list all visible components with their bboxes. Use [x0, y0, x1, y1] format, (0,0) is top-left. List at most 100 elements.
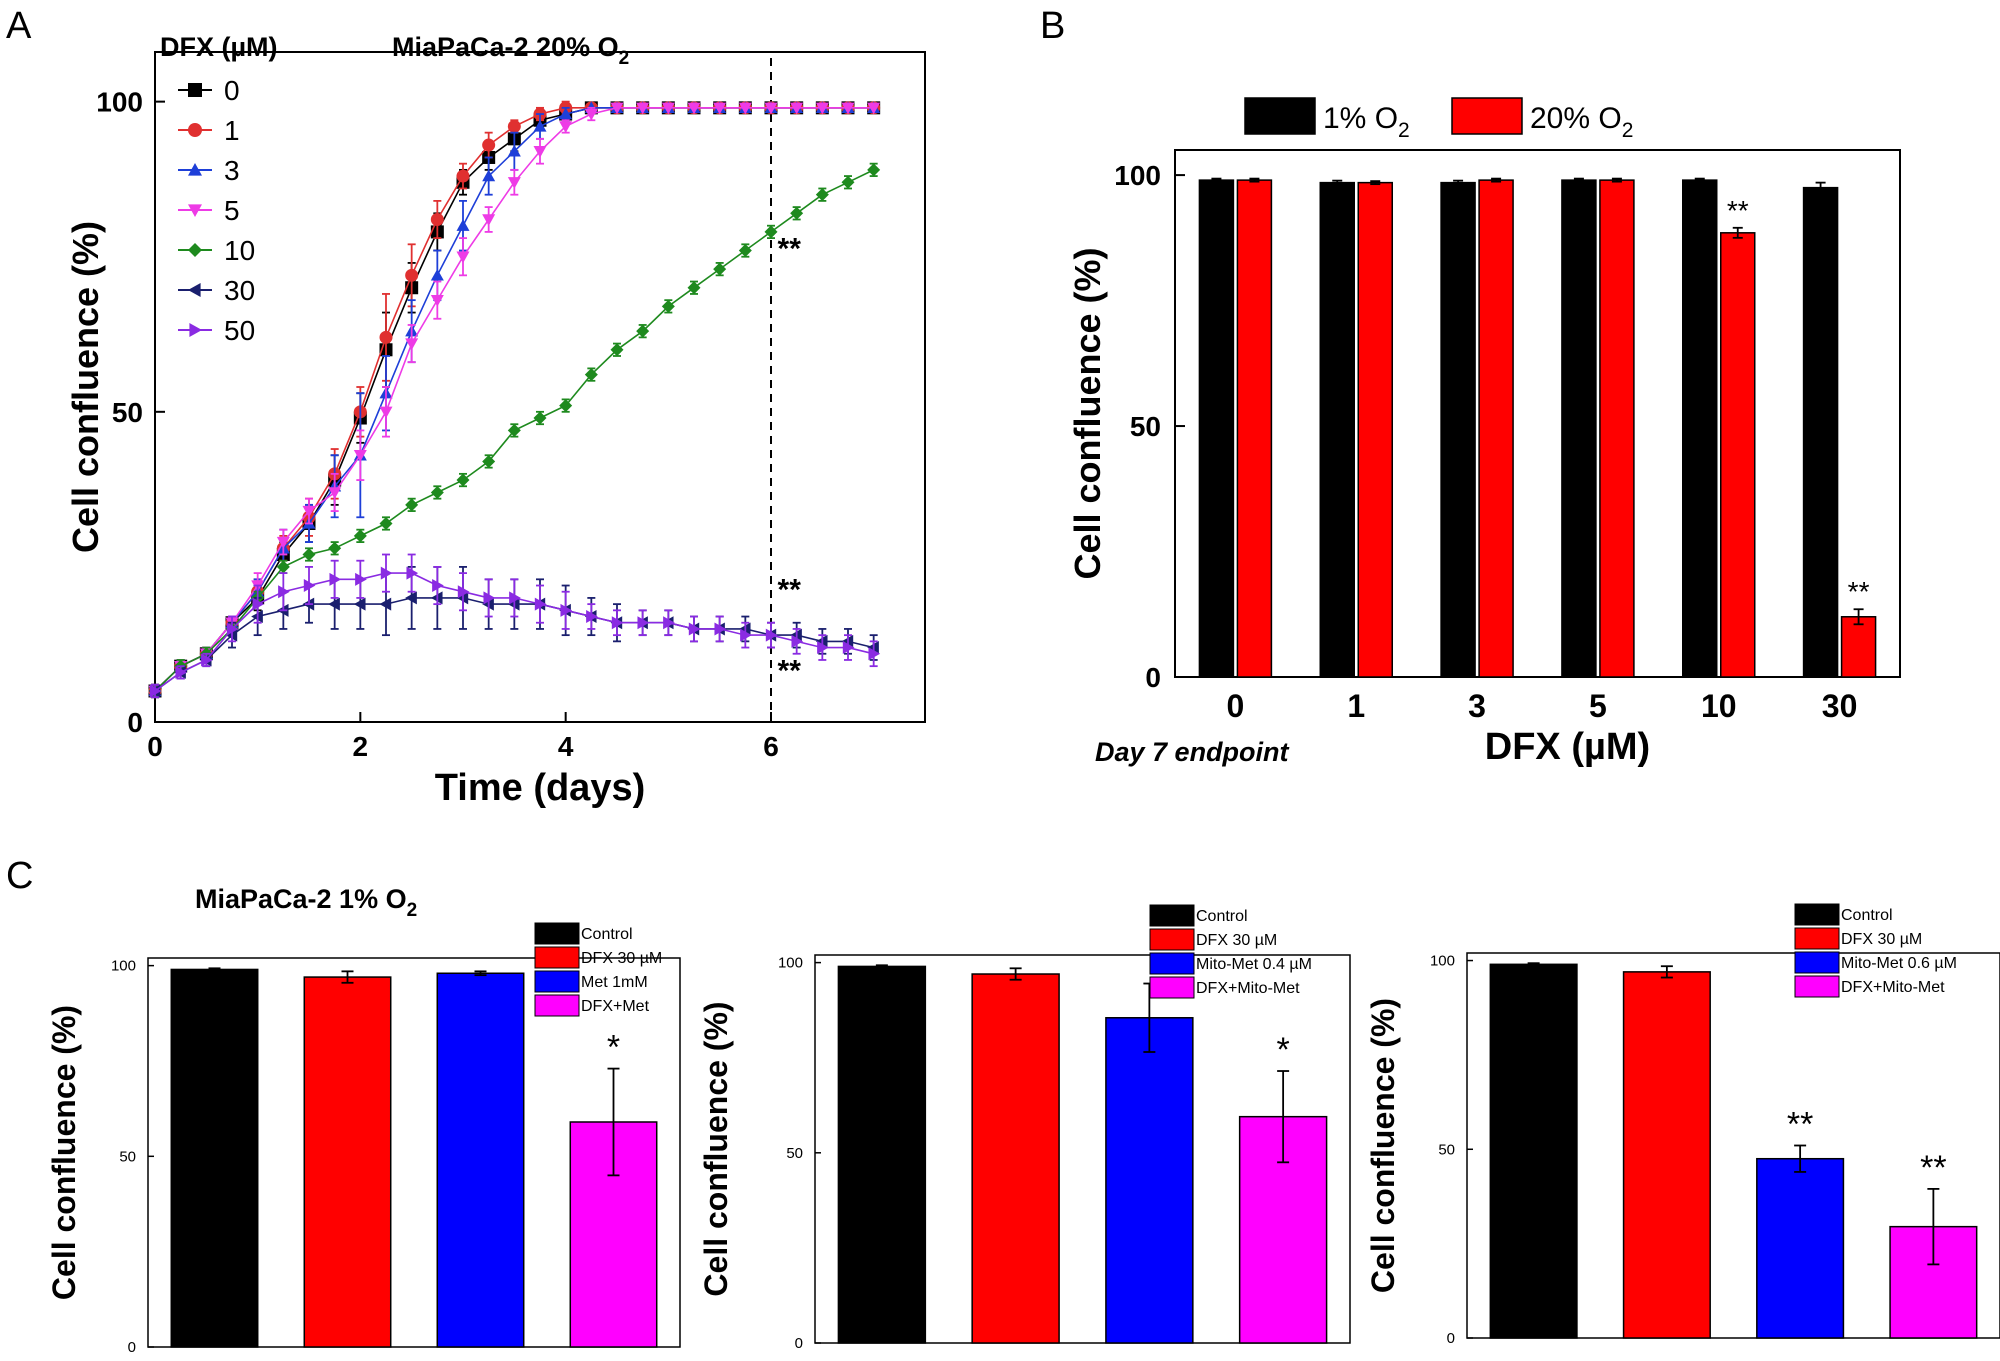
error-bar	[1660, 965, 1673, 979]
data-point	[226, 622, 239, 636]
data-point	[482, 214, 496, 226]
significance-label: *	[1277, 1031, 1290, 1069]
bar	[1720, 232, 1756, 678]
legend-label: Met 1mM	[581, 974, 648, 991]
legend-label: 50	[224, 315, 255, 346]
legend-label: Mito-Met 0.6 µM	[1841, 955, 1957, 972]
legend-label: Mito-Met 0.4 µM	[1196, 956, 1312, 973]
y-tick-label: 50	[786, 1145, 803, 1162]
legend-title: DFX (µM)	[160, 32, 278, 62]
data-point	[328, 487, 342, 499]
legend-swatch	[1794, 951, 1840, 974]
data-point	[456, 473, 470, 487]
data-point	[457, 585, 470, 599]
plot-frame	[1174, 149, 1901, 678]
legend-swatch	[1149, 976, 1195, 999]
error-bar	[1853, 608, 1864, 626]
panel-letter-a: A	[6, 5, 32, 47]
y-tick-label: 100	[778, 955, 803, 972]
data-point	[175, 665, 188, 679]
data-point	[841, 175, 855, 189]
error-bar	[875, 964, 888, 969]
panel-c1-bar-chart: 0 50 100 Cell confluence (%) * Control DFX 30 …	[46, 884, 681, 1356]
x-tick-label: 6	[763, 731, 779, 762]
legend-swatch	[534, 970, 580, 993]
data-point	[687, 102, 701, 115]
data-point	[482, 454, 496, 468]
legend-swatch	[534, 922, 580, 945]
error-bar	[1370, 180, 1381, 186]
data-point	[815, 188, 829, 202]
error-bar	[1927, 1188, 1940, 1266]
error-bar	[1332, 179, 1343, 186]
y-tick-label: 0	[127, 707, 143, 738]
legend-swatch	[534, 994, 580, 1017]
data-point	[380, 566, 393, 580]
error-bar	[1249, 177, 1260, 183]
x-tick-label: 1	[1347, 688, 1365, 724]
legend-label: DFX 30 µM	[1841, 931, 1922, 948]
error-bar	[1009, 967, 1022, 981]
bar	[1357, 181, 1393, 678]
legend-swatch	[1149, 952, 1195, 975]
data-point	[252, 597, 265, 611]
legend-label: 10	[224, 235, 255, 266]
error-bar	[1794, 1144, 1807, 1173]
bar	[1489, 963, 1578, 1339]
data-point	[687, 281, 701, 295]
y-tick-label: 0	[795, 1335, 803, 1352]
data-point	[456, 251, 470, 264]
data-point	[507, 177, 521, 189]
data-point	[661, 102, 675, 115]
data-point	[353, 450, 367, 462]
legend-label: 1% O2	[1323, 102, 1410, 142]
data-point	[276, 536, 290, 549]
data-point	[713, 102, 727, 115]
y-tick-label: 0	[1447, 1330, 1455, 1347]
legend-label: 3	[224, 155, 240, 186]
error-bar	[1527, 962, 1540, 967]
data-point	[430, 485, 444, 499]
data-point	[610, 102, 624, 115]
panel-c3-bar-chart: 0 50 100 Cell confluence (%) ** ** Control DFX …	[1365, 903, 2000, 1347]
panel-letter-c: C	[6, 855, 33, 897]
bar	[1756, 1157, 1845, 1339]
bar	[303, 976, 392, 1348]
data-point	[456, 219, 470, 231]
legend-label: Control	[1196, 908, 1248, 925]
legend-swatch	[1794, 903, 1840, 926]
data-point	[817, 641, 829, 655]
x-tick-label: 3	[1468, 688, 1486, 724]
data-point	[328, 597, 340, 611]
significance-label: **	[1727, 195, 1749, 226]
panel-c2-bar-chart: 0 50 100 Cell confluence (%) * Control DFX 30 …	[698, 904, 1351, 1352]
data-point	[534, 597, 547, 611]
data-point	[379, 597, 392, 611]
data-point	[637, 616, 650, 630]
error-bar	[1573, 177, 1584, 183]
data-point	[482, 169, 496, 182]
plot-frame	[814, 954, 1351, 1344]
legend-swatch	[1794, 927, 1840, 950]
data-point	[714, 622, 727, 636]
y-tick-label: 50	[1130, 411, 1161, 442]
legend-swatch	[534, 946, 580, 969]
data-point	[405, 591, 417, 605]
chart-title: MiaPaCa-2 20% O2	[392, 32, 629, 69]
data-point	[764, 225, 778, 239]
data-point	[430, 294, 444, 307]
data-point	[483, 591, 496, 605]
data-point	[201, 653, 213, 667]
y-axis-label: Cell confluence (%)	[1067, 247, 1108, 579]
data-point	[610, 343, 624, 357]
legend-marker	[188, 243, 202, 257]
bar	[1802, 186, 1839, 678]
data-point	[353, 529, 367, 543]
legend-label: 20% O2	[1530, 102, 1633, 142]
y-tick-label: 100	[96, 87, 143, 118]
legend-marker	[188, 163, 202, 176]
plot-frame	[147, 957, 681, 1348]
data-point	[533, 411, 547, 425]
data-point	[302, 505, 316, 518]
error-bar	[1815, 181, 1826, 194]
